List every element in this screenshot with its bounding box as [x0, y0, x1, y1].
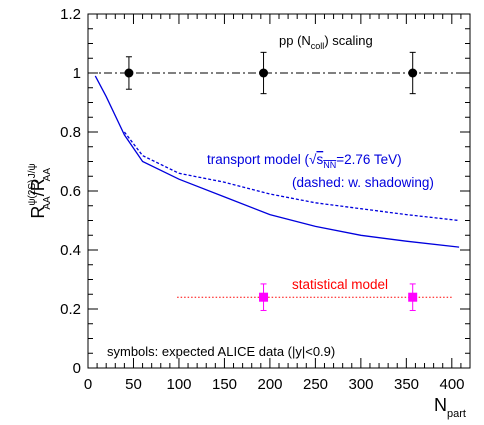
x-tick-label: 250	[303, 376, 328, 393]
x-tick-label: 400	[439, 376, 464, 393]
pp-data-point	[124, 68, 134, 78]
y-tick-label: 0.6	[60, 183, 81, 200]
pp-data-point	[408, 68, 418, 78]
y-axis-title: Rψ(2S) AA/RJ/ψ AA	[27, 163, 53, 218]
y-tick-labels: 0 0.2 0.4 0.6 0.8 1 1.2	[60, 6, 81, 377]
transport-model-label: transport model (√sNN=2.76 TeV)	[207, 152, 402, 170]
x-tick-labels: 0 50 100 150 200 250 300 350 400	[84, 376, 465, 393]
y-tick-label: 1.2	[60, 6, 81, 23]
y-tick-label: 1	[73, 65, 81, 82]
y-tick-label: 0.2	[60, 301, 81, 318]
x-tick-label: 0	[84, 376, 92, 393]
series-layer	[88, 51, 470, 311]
statistical-data-point	[408, 292, 418, 302]
pp-data-point	[259, 68, 269, 78]
transport-model-line	[94, 75, 460, 248]
x-tick-label: 300	[348, 376, 373, 393]
y-tick-label: 0	[73, 360, 81, 377]
svg-text:Rψ(2S)AA/RJ/ψAA: Rψ(2S) AA/RJ/ψ AA	[27, 163, 53, 218]
symbols-note: symbols: expected ALICE data (|y|<0.9)	[107, 344, 335, 359]
pp-scaling-label: pp (Ncoll) scaling	[279, 33, 373, 51]
x-tick-label: 200	[257, 376, 282, 393]
x-tick-label: 50	[125, 376, 142, 393]
y-tick-label: 0.8	[60, 124, 81, 141]
shadowing-note: (dashed: w. shadowing)	[292, 175, 434, 190]
x-tick-label: 150	[212, 376, 237, 393]
statistical-model-label: statistical model	[292, 277, 388, 292]
statistical-data-point	[259, 292, 269, 302]
x-axis-title: Npart	[434, 395, 466, 420]
x-tick-label: 100	[166, 376, 191, 393]
x-tick-label: 350	[394, 376, 419, 393]
transport-shadowing-line	[123, 131, 460, 222]
axis-ticks	[87, 13, 471, 369]
y-tick-label: 0.4	[60, 242, 81, 259]
